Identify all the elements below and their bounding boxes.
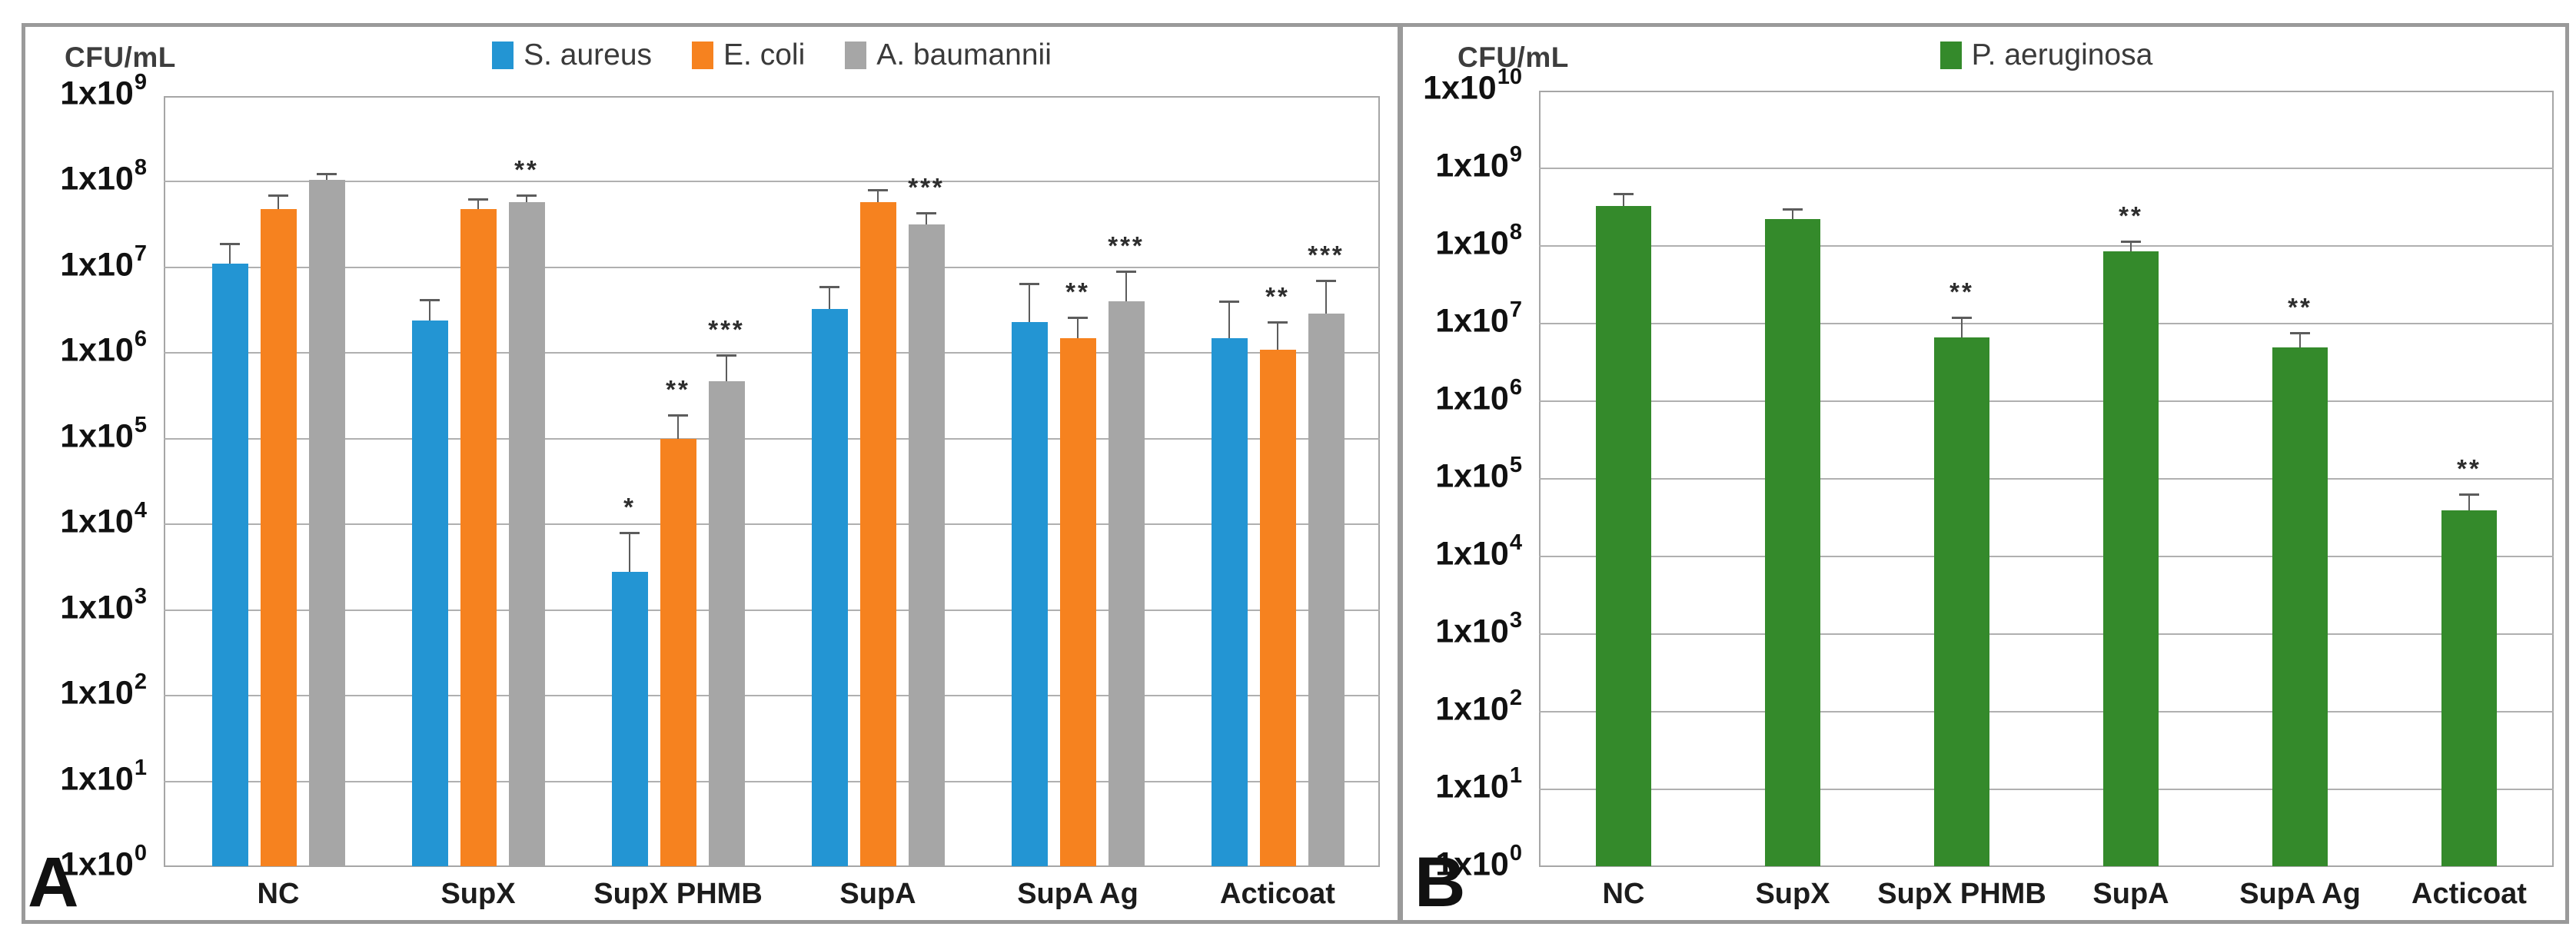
panel-divider <box>1398 23 1403 924</box>
figure-frame <box>22 23 2569 924</box>
